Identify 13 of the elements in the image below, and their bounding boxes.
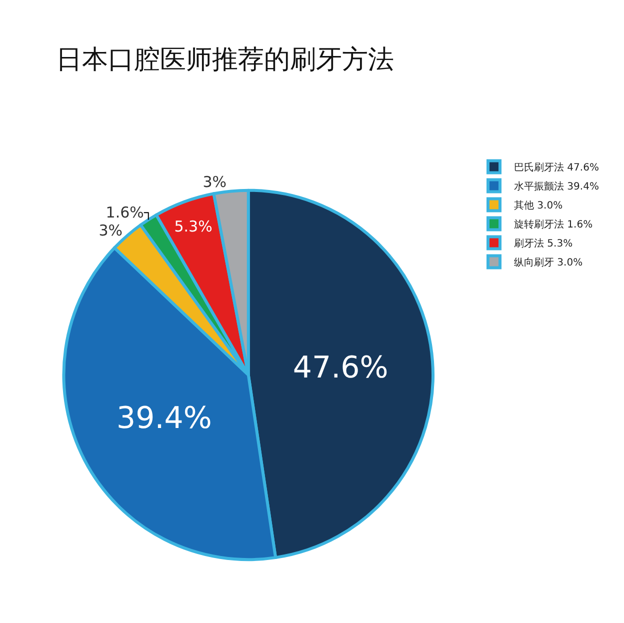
data-label: 1.6% xyxy=(106,204,144,222)
legend-label: 其他 3.0% xyxy=(514,200,563,212)
legend-label: 巴氏刷牙法 47.6% xyxy=(514,162,599,174)
legend-label: 纵向刷牙 3.0% xyxy=(514,256,583,269)
chart-title: 日本口腔医师推荐的刷牙方法 xyxy=(56,45,394,76)
data-label: 39.4% xyxy=(116,401,212,436)
data-label: 3% xyxy=(202,173,226,192)
legend-label: 刷牙法 5.3% xyxy=(514,238,573,250)
data-label: 5.3% xyxy=(174,217,212,236)
legend-label: 水平振颤法 39.4% xyxy=(514,180,599,193)
data-label: 3% xyxy=(98,222,123,240)
legend-label: 旋转刷牙法 1.6% xyxy=(514,218,593,231)
data-label: 47.6% xyxy=(292,350,388,386)
